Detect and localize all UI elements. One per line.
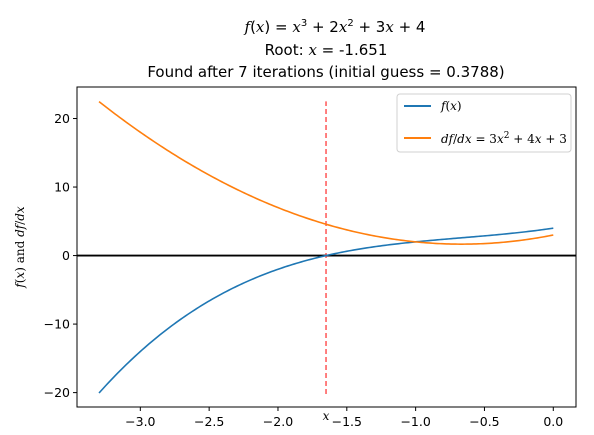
ticks-layer: −3.0 −2.5 −2.0 −1.5 −1.0 −0.5 0.0 −20 −10 0 10 20	[44, 111, 564, 429]
title-line-function: f(x) = x3 + 2x2 + 3x + 4	[244, 18, 426, 36]
y-tick-label: 20	[54, 111, 70, 126]
title-line-iterations: Found after 7 iterations (initial guess …	[147, 63, 504, 81]
x-tick-label: −2.0	[263, 414, 293, 429]
legend-label-f: f(x)	[440, 99, 462, 113]
y-tick-label: −10	[44, 317, 70, 332]
x-tick-label: −1.0	[400, 414, 430, 429]
y-tick-label: 10	[54, 180, 70, 195]
x-axis-label: x	[323, 409, 330, 423]
x-tick-label: 0.0	[543, 414, 563, 429]
chart-title: f(x) = x3 + 2x2 + 3x + 4 Root: x = -1.65…	[147, 18, 504, 81]
x-tick-label: −3.0	[125, 414, 155, 429]
legend: f(x) df/dx = 3x2 + 4x + 3	[397, 94, 571, 152]
y-tick-label: −20	[44, 385, 70, 400]
x-tick-label: −0.5	[469, 414, 499, 429]
y-tick-label: 0	[62, 248, 70, 263]
title-line-root: Root: x = -1.651	[265, 41, 388, 59]
x-tick-label: −1.5	[332, 414, 362, 429]
x-tick-label: −2.5	[194, 414, 224, 429]
y-axis-label: f(x) and df/dx	[13, 206, 27, 289]
